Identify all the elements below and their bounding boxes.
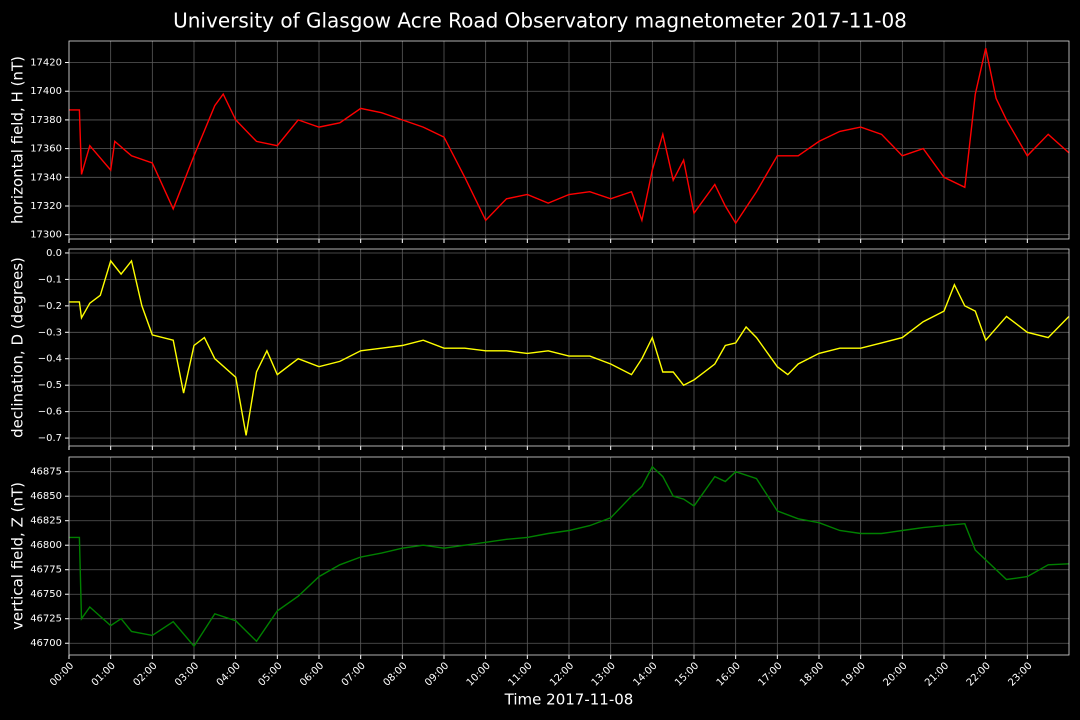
plot-frame xyxy=(68,456,1070,656)
y-tick-label: −0.2 xyxy=(38,301,62,312)
y-tick-label: 46850 xyxy=(30,491,62,502)
y-tick-label: 46750 xyxy=(30,589,62,600)
data-line xyxy=(69,48,1070,225)
y-tick-label: 46825 xyxy=(30,516,62,527)
y-tick-label: −0.5 xyxy=(38,380,62,391)
plot-frame xyxy=(68,40,1070,240)
y-tick-label: 46800 xyxy=(30,540,62,551)
y-axis-label: horizontal field, H (nT) xyxy=(9,56,27,224)
y-tick-label: 46725 xyxy=(30,614,62,625)
y-tick-label: −0.1 xyxy=(38,274,62,285)
y-tick-label: 17420 xyxy=(30,58,62,69)
x-axis-label: Time 2017-11-08 xyxy=(504,691,634,709)
plot-frame xyxy=(68,248,1070,447)
y-tick-label: 46775 xyxy=(30,565,62,576)
y-tick-label: 17340 xyxy=(30,172,62,183)
y-tick-label: 0.0 xyxy=(46,248,62,259)
y-tick-label: 17400 xyxy=(30,86,62,97)
y-tick-label: −0.7 xyxy=(38,433,62,444)
y-tick-label: 17300 xyxy=(30,230,62,241)
y-tick-label: 46700 xyxy=(30,638,62,649)
y-tick-label: −0.4 xyxy=(38,354,62,365)
y-tick-label: −0.6 xyxy=(38,407,62,418)
data-line xyxy=(69,465,1070,648)
y-axis-label: vertical field, Z (nT) xyxy=(9,482,27,630)
y-axis-label: declination, D (degrees) xyxy=(9,257,27,438)
y-tick-label: −0.3 xyxy=(38,327,62,338)
y-tick-label: 17380 xyxy=(30,115,62,126)
y-tick-label: 46875 xyxy=(30,467,62,478)
data-line xyxy=(69,259,1070,436)
y-tick-label: 17320 xyxy=(30,201,62,212)
chart-title: University of Glasgow Acre Road Observat… xyxy=(173,9,907,33)
y-tick-label: 17360 xyxy=(30,144,62,155)
